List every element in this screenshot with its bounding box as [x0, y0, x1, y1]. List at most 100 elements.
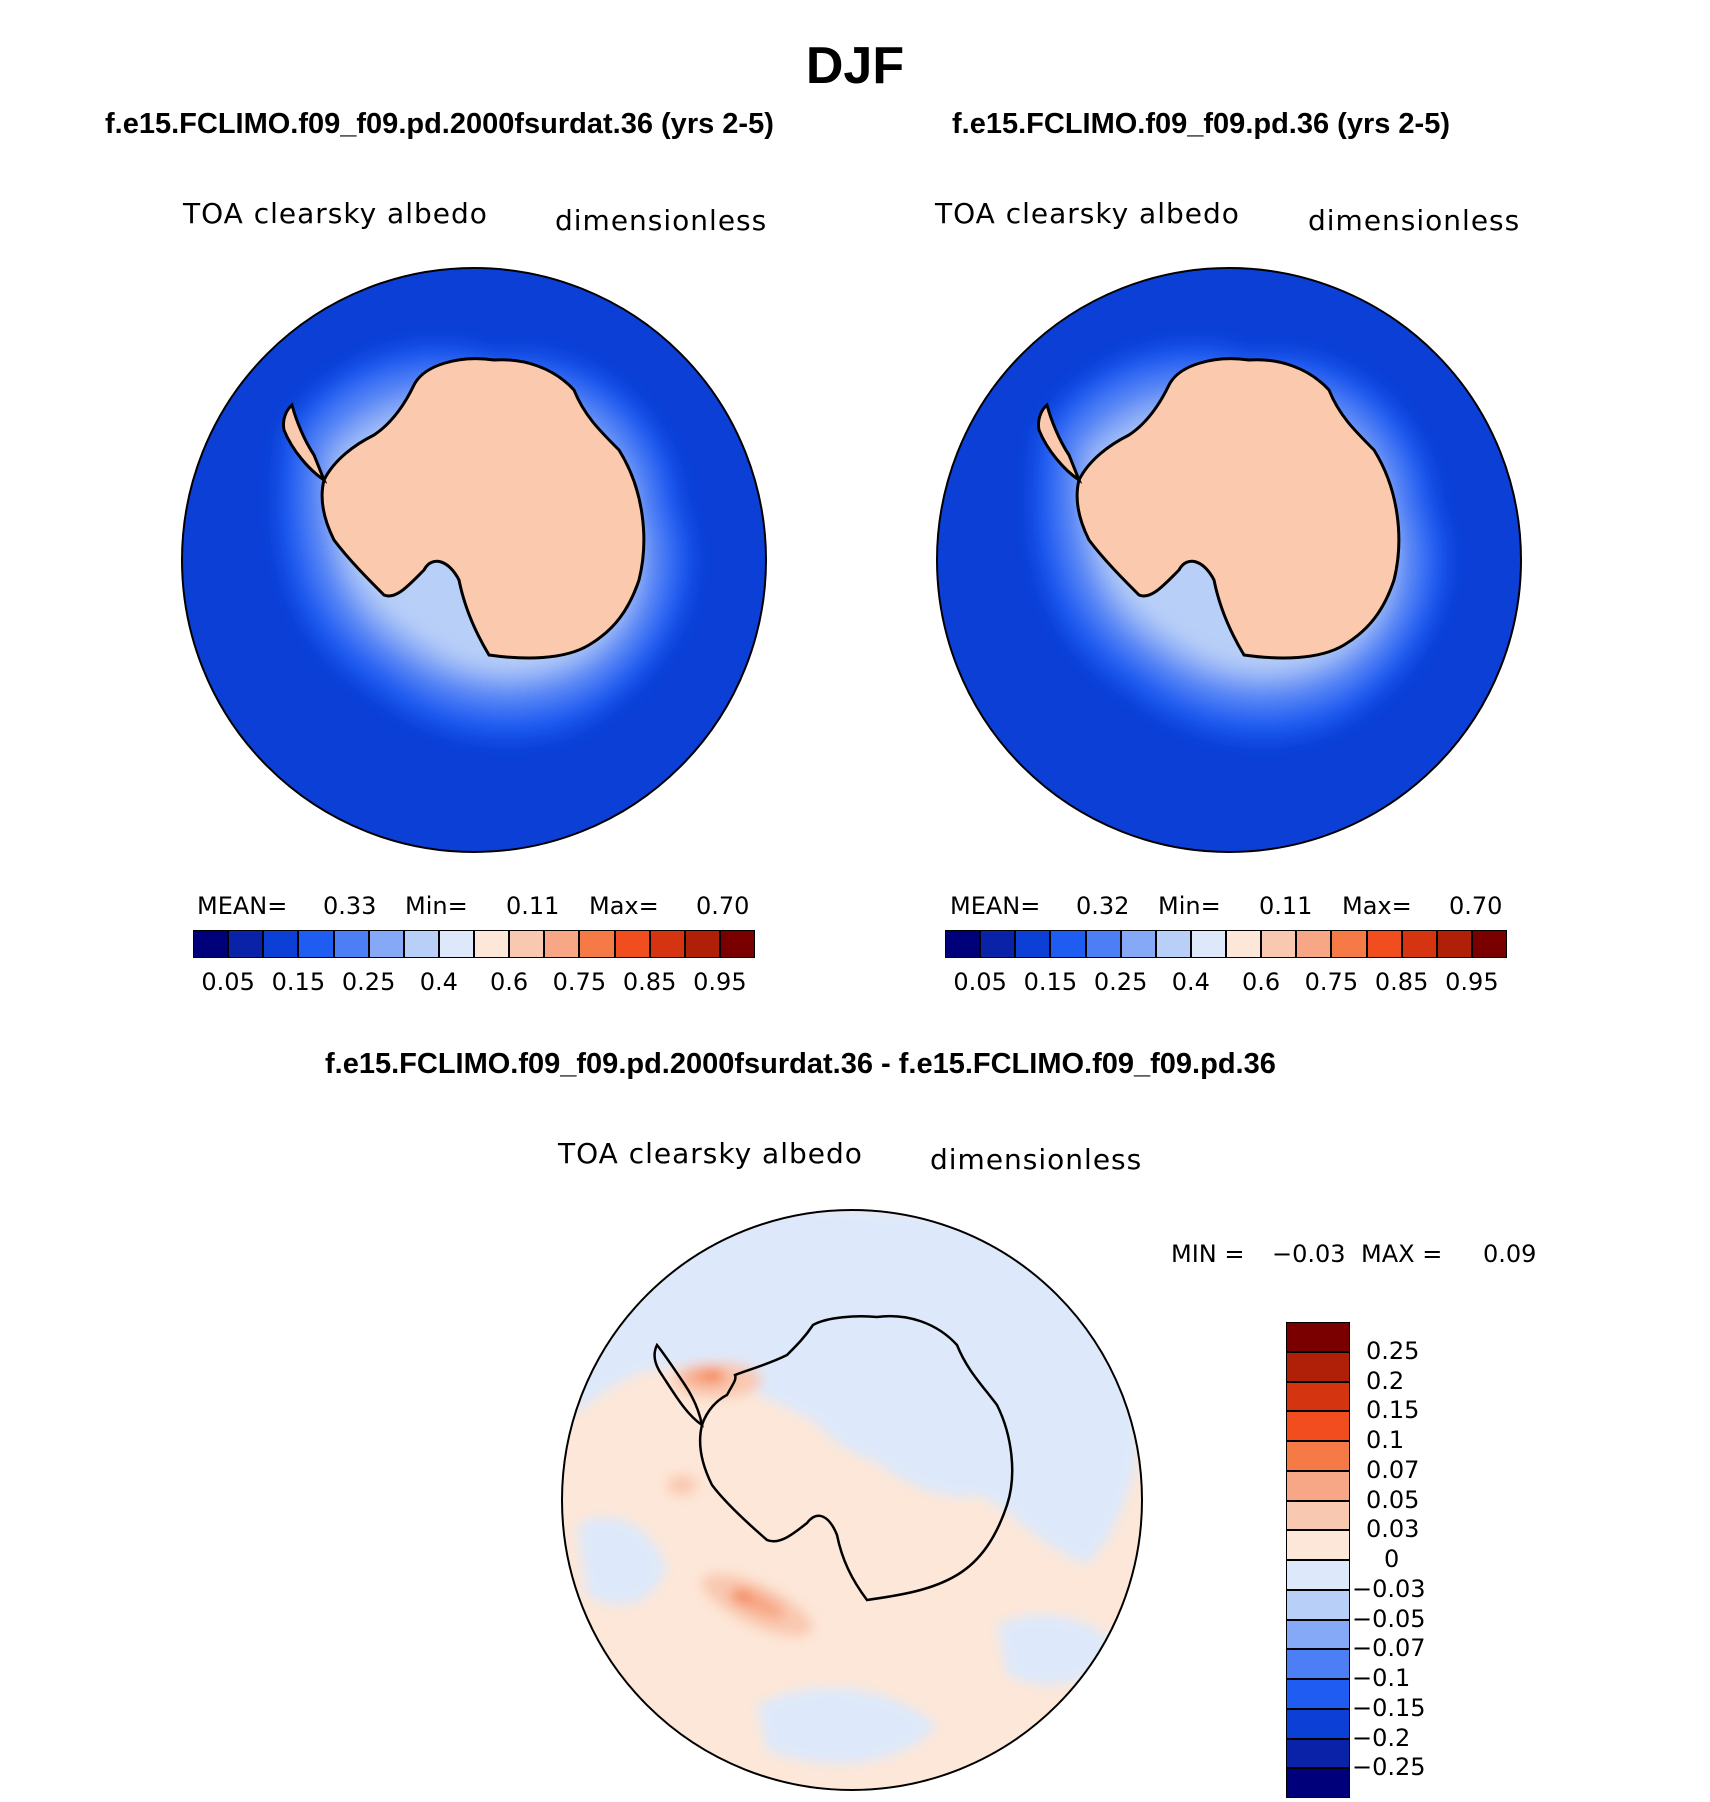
peninsula [282, 402, 328, 484]
antarctica-land [320, 357, 646, 660]
diff-colorbar-swatch [1286, 1351, 1350, 1382]
colorbar-ticks-case1: 0.05 0.15 0.25 0.4 0.6 0.75 0.85 0.95 [193, 968, 755, 998]
colorbar-tick-label: 0.75 [552, 968, 607, 996]
main-title: DJF [805, 37, 905, 95]
variable-label-case2: TOA clearsky albedo [935, 197, 1240, 230]
colorbar-swatch [1366, 930, 1402, 958]
diff-colorbar-ticks: 0.25 0.2 0.15 0.1 0.07 0.05 0.03 0 −0.03 −0.05 −0.… [1352, 1322, 1476, 1798]
colorbar-swatch [474, 930, 510, 958]
diff-colorbar-tick-label: −0.2 [1352, 1723, 1411, 1752]
colorbar-swatch [579, 930, 615, 958]
colorbar-swatch [193, 930, 229, 958]
diff-colorbar-tick-label: 0.05 [1366, 1485, 1420, 1514]
colorbar-tick-label: 0.6 [1242, 968, 1281, 996]
colorbar-swatch [1261, 930, 1297, 958]
map-case1 [181, 267, 767, 853]
colorbar-swatch [684, 930, 720, 958]
stat-max-label-case2: Max= [1342, 892, 1412, 920]
diff-colorbar-swatch [1286, 1649, 1350, 1679]
colorbar-swatch [980, 930, 1016, 958]
colorbar-tick-label: 0.6 [490, 968, 529, 996]
panel-title-case2: f.e15.FCLIMO.f09_f09.pd.36 (yrs 2-5) [952, 108, 1450, 140]
diff-colorbar-swatch [1286, 1768, 1350, 1798]
map-difference [561, 1209, 1143, 1791]
colorbar-tick-label: 0.4 [1171, 968, 1210, 996]
diff-positive-region [702, 1370, 722, 1380]
colorbar-tick-label: 0.95 [1445, 968, 1499, 996]
stat-min-case2: 0.11 [1259, 892, 1313, 920]
colorbar-case1 [193, 930, 755, 958]
stat-mean-label-case2: MEAN= [950, 892, 1041, 920]
colorbar-swatch [1085, 930, 1121, 958]
diff-colorbar-swatch [1286, 1381, 1350, 1412]
diff-colorbar-tick-label: 0.25 [1366, 1336, 1420, 1365]
diff-colorbar-tick-label: −0.03 [1352, 1574, 1426, 1603]
diff-min-label: MIN = [1171, 1240, 1245, 1268]
diff-colorbar-swatch [1286, 1441, 1350, 1471]
peninsula-coastline [653, 1342, 704, 1428]
colorbar-swatch [1436, 930, 1472, 958]
colorbar-tick-label: 0.75 [1304, 968, 1359, 996]
diff-colorbar [1286, 1322, 1350, 1798]
colorbar-swatch [1015, 930, 1051, 958]
diff-max-label: MAX = [1361, 1240, 1443, 1268]
diff-colorbar-tick-label: 0.2 [1366, 1366, 1405, 1395]
colorbar-swatch [263, 930, 299, 958]
diff-negative-region [997, 1614, 1117, 1685]
diff-colorbar-swatch [1286, 1530, 1350, 1560]
diff-colorbar-swatch [1286, 1500, 1350, 1531]
colorbar-swatch [1331, 930, 1367, 958]
colorbar-swatch [649, 930, 685, 958]
diff-negative-region [807, 1354, 975, 1468]
diff-colorbar-tick-label: −0.07 [1352, 1634, 1426, 1663]
diff-colorbar-swatch [1286, 1589, 1350, 1620]
colorbar-swatch [1226, 930, 1262, 958]
colorbar-swatch [403, 930, 439, 958]
stat-max-label-case1: Max= [589, 892, 659, 920]
colorbar-swatch [1471, 930, 1507, 958]
stat-min-label-case1: Min= [405, 892, 468, 920]
stat-mean-label-case1: MEAN= [197, 892, 288, 920]
colorbar-tick-label: 0.05 [201, 968, 255, 996]
colorbar-swatch [438, 930, 474, 958]
diff-colorbar-tick-label: 0.03 [1366, 1515, 1420, 1544]
colorbar-swatch [1190, 930, 1226, 958]
diff-colorbar-tick-label: −0.15 [1352, 1693, 1426, 1722]
diff-positive-region [732, 1592, 752, 1602]
units-label-case1: dimensionless [555, 204, 768, 237]
diff-colorbar-tick-label: −0.25 [1352, 1753, 1426, 1782]
colorbar-swatch [509, 930, 545, 958]
units-label-case2: dimensionless [1308, 204, 1521, 237]
colorbar-swatch [945, 930, 981, 958]
diff-colorbar-tick-label: 0 [1384, 1545, 1400, 1573]
diff-units-label: dimensionless [930, 1143, 1143, 1176]
diff-colorbar-swatch [1286, 1679, 1350, 1709]
colorbar-swatch [1120, 930, 1156, 958]
stat-max-case1: 0.70 [696, 892, 750, 920]
diff-colorbar-swatch [1286, 1322, 1350, 1352]
stat-min-case1: 0.11 [506, 892, 560, 920]
colorbar-tick-label: 0.95 [693, 968, 747, 996]
variable-label-case1: TOA clearsky albedo [183, 197, 488, 230]
colorbar-tick-label: 0.15 [271, 968, 326, 996]
colorbar-swatch [1155, 930, 1191, 958]
colorbar-swatch [298, 930, 334, 958]
diff-colorbar-tick-label: 0.07 [1366, 1455, 1420, 1484]
colorbar-swatch [1296, 930, 1332, 958]
colorbar-swatch [368, 930, 404, 958]
peninsula [1037, 402, 1083, 484]
colorbar-swatch [544, 930, 580, 958]
diff-colorbar-tick-label: 0.1 [1366, 1426, 1405, 1454]
diff-min: −0.03 [1272, 1240, 1346, 1268]
diff-positive-region [667, 1475, 697, 1495]
diff-max: 0.09 [1483, 1240, 1537, 1268]
panel-title-case1: f.e15.FCLIMO.f09_f09.pd.2000fsurdat.36 (… [105, 108, 774, 140]
colorbar-swatch [614, 930, 650, 958]
stat-min-label-case2: Min= [1158, 892, 1221, 920]
antarctica-coastline [698, 1314, 1014, 1602]
colorbar-tick-label: 0.15 [1023, 968, 1078, 996]
colorbar-swatch [1401, 930, 1437, 958]
stat-max-case2: 0.70 [1449, 892, 1503, 920]
diff-colorbar-tick-label: −0.1 [1352, 1664, 1411, 1692]
diff-colorbar-swatch [1286, 1470, 1350, 1501]
